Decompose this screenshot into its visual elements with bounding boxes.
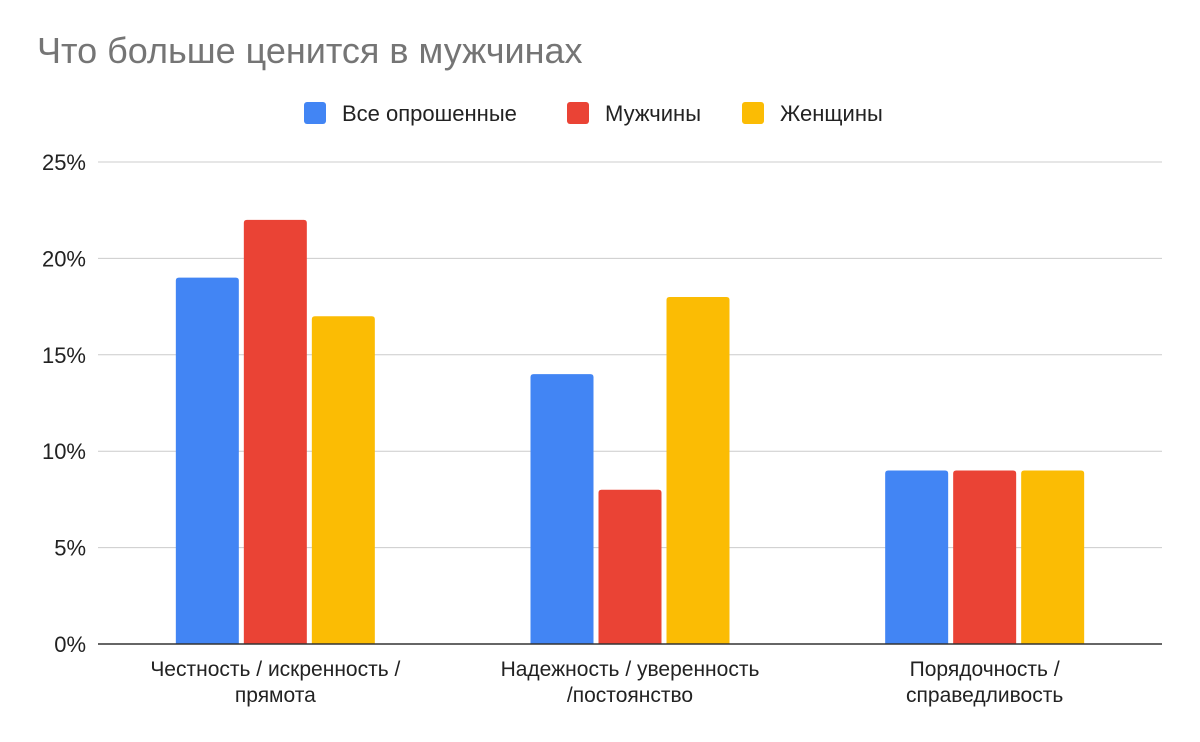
bar (598, 489, 662, 644)
y-tick-label: 25% (42, 150, 86, 175)
category-labels: Честность / искренность / прямота Надежнос… (150, 658, 1063, 707)
y-tick-label: 15% (42, 343, 86, 368)
bar (1021, 470, 1085, 644)
legend-swatch (742, 102, 764, 124)
legend-label: Женщины (780, 101, 883, 126)
bar (530, 374, 594, 644)
x-tick-label: Порядочность / справедливость (906, 658, 1063, 707)
y-tick-label: 20% (42, 246, 86, 271)
bar (175, 277, 239, 644)
bar (953, 470, 1017, 644)
bars (175, 219, 1085, 644)
legend-label: Мужчины (605, 101, 701, 126)
bar (311, 316, 375, 644)
x-tick-label: Надежность / уверенность/постоянство (501, 658, 760, 707)
x-tick-label: Честность / искренность / прямота (150, 658, 400, 707)
bar (885, 470, 949, 644)
chart-title: Что больше ценится в мужчинах (37, 30, 583, 71)
legend-swatch (567, 102, 589, 124)
legend-item: Мужчины (567, 101, 701, 126)
bar (666, 296, 730, 644)
legend-label: Все опрошенные (342, 101, 517, 126)
y-axis-ticks: 0% 5% 10% 15% 20% 25% (42, 150, 86, 657)
bar (243, 219, 307, 644)
legend: Все опрошенные Мужчины Женщины (304, 101, 883, 126)
legend-item: Все опрошенные (304, 101, 517, 126)
legend-item: Женщины (742, 101, 883, 126)
y-tick-label: 10% (42, 439, 86, 464)
y-tick-label: 0% (54, 632, 86, 657)
legend-swatch (304, 102, 326, 124)
y-tick-label: 5% (54, 536, 86, 561)
